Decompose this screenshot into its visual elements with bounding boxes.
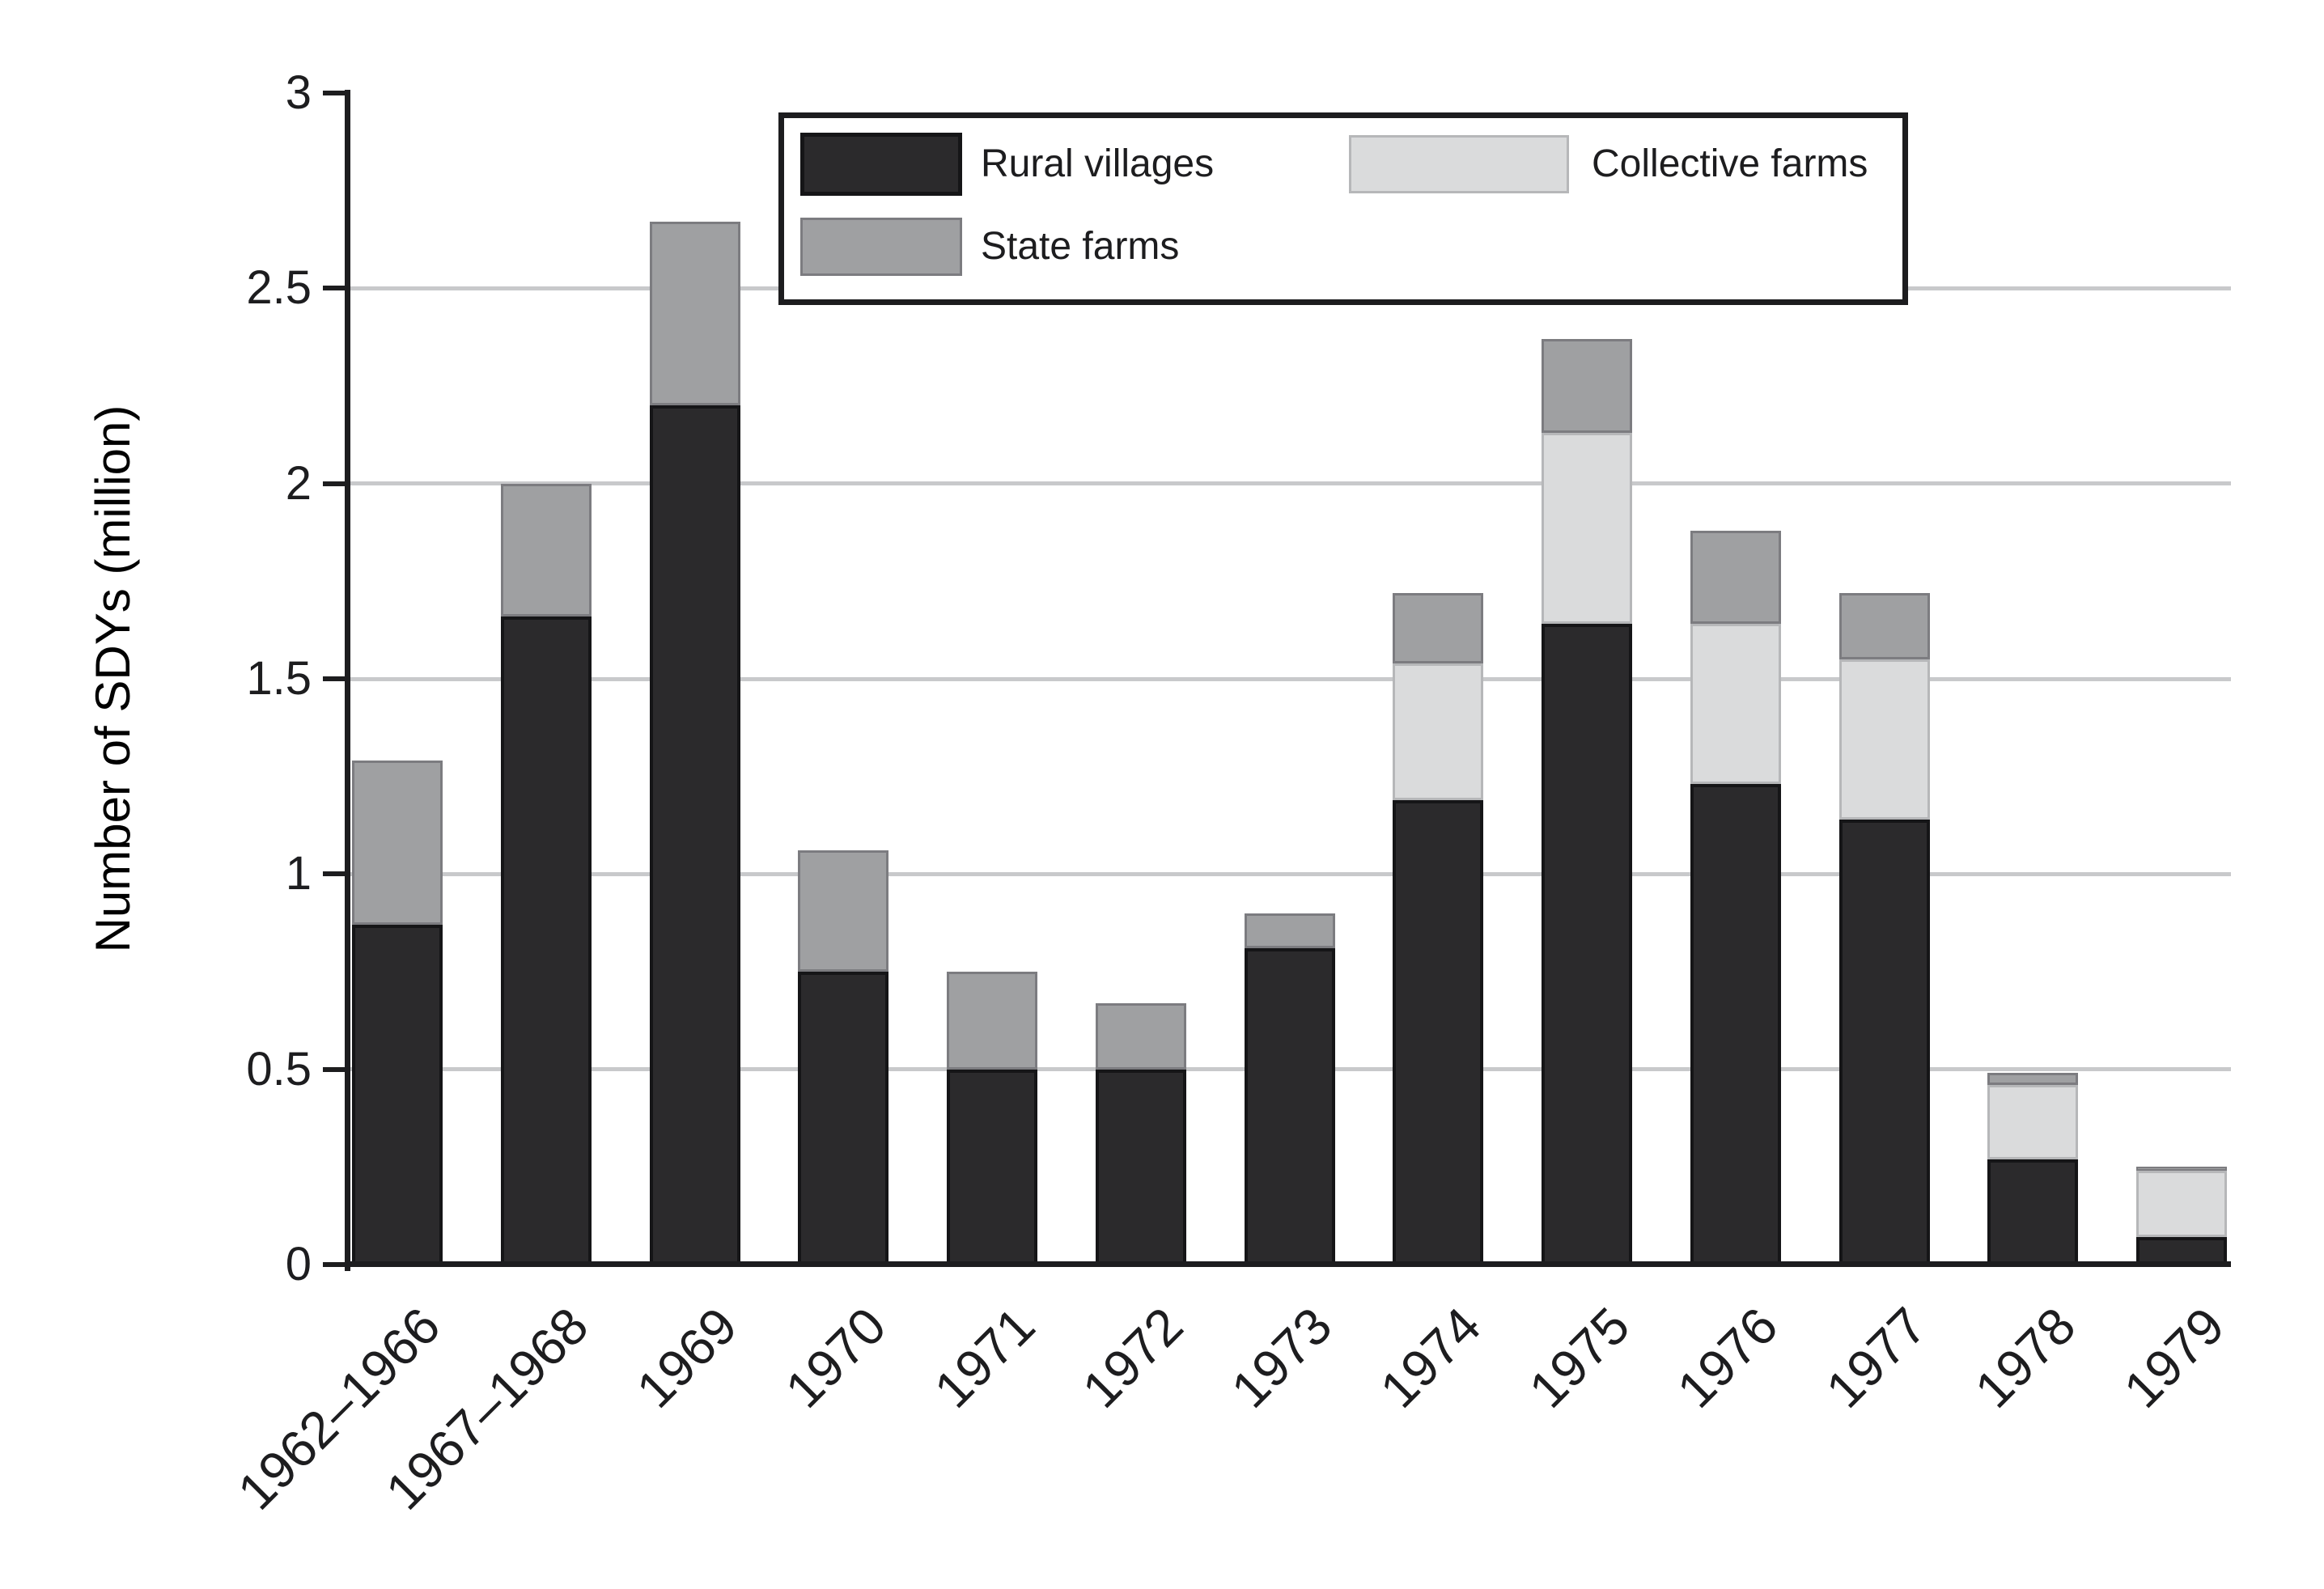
y-tick-mark bbox=[323, 1066, 346, 1072]
bar-segment-collective-farms bbox=[1542, 432, 1632, 625]
bar-segment-state-farms bbox=[1393, 592, 1484, 663]
y-tick-mark bbox=[323, 91, 346, 95]
gridline bbox=[348, 676, 2231, 681]
y-tick-label: 2.5 bbox=[246, 261, 312, 315]
bar-segment-state-farms bbox=[352, 761, 443, 926]
x-axis-label: 1978 bbox=[1963, 1296, 2087, 1419]
bar-segment-collective-farms bbox=[1838, 659, 1930, 820]
y-tick-mark bbox=[323, 676, 346, 681]
bar-segment-rural-villages bbox=[1244, 948, 1335, 1265]
x-axis-label: 1972 bbox=[1071, 1296, 1194, 1419]
bar-segment-state-farms bbox=[798, 850, 889, 972]
x-axis-label: 1974 bbox=[1368, 1296, 1492, 1419]
bar-segment-state-farms bbox=[1987, 1073, 2079, 1085]
bar-segment-state-farms bbox=[649, 222, 740, 406]
y-tick-label: 3 bbox=[285, 66, 312, 119]
bar-segment-rural-villages bbox=[1690, 784, 1781, 1265]
bar-segment-rural-villages bbox=[1838, 819, 1930, 1265]
bar-segment-collective-farms bbox=[1690, 624, 1781, 785]
y-tick-mark bbox=[323, 481, 346, 486]
x-axis-label: 1969 bbox=[625, 1296, 749, 1419]
bar-segment-rural-villages bbox=[649, 405, 740, 1265]
bar-segment-state-farms bbox=[1838, 592, 1930, 659]
y-tick-mark bbox=[323, 286, 346, 291]
legend-label: State farms bbox=[981, 225, 1180, 268]
legend-item: State farms bbox=[800, 218, 1179, 276]
bar-segment-state-farms bbox=[1244, 913, 1335, 949]
bar-segment-collective-farms bbox=[1987, 1084, 2079, 1159]
y-tick-label: 0 bbox=[285, 1238, 312, 1290]
plot-area: 1962–1966 1967–1968 1969 1970 1971 1972 1973 19… bbox=[227, 70, 2235, 1521]
x-axis-label: 1976 bbox=[1666, 1296, 1789, 1419]
bar-segment-state-farms bbox=[1542, 339, 1632, 433]
bar-segment-state-farms bbox=[947, 972, 1037, 1070]
legend-swatch-rural-villages bbox=[800, 133, 962, 196]
bar-segment-collective-farms bbox=[1393, 663, 1484, 800]
y-tick-label: 2 bbox=[285, 456, 312, 510]
bar-segment-state-farms bbox=[2136, 1167, 2227, 1172]
legend-label: Collective farms bbox=[1592, 142, 1868, 185]
bar-segment-rural-villages bbox=[1987, 1159, 2079, 1265]
bar-segment-rural-villages bbox=[1542, 624, 1632, 1265]
bar-segment-rural-villages bbox=[1095, 1069, 1186, 1265]
y-tick-label: 0.5 bbox=[246, 1042, 312, 1095]
bar-segment-rural-villages bbox=[500, 616, 592, 1265]
legend-swatch-collective-farms bbox=[1349, 135, 1569, 193]
x-axis-line bbox=[345, 1261, 2231, 1267]
y-tick-mark bbox=[323, 871, 346, 877]
x-axis-label: 1973 bbox=[1219, 1296, 1343, 1419]
bar-segment-rural-villages bbox=[798, 972, 889, 1265]
x-axis-label: 1971 bbox=[922, 1296, 1046, 1419]
y-tick-label: 1 bbox=[285, 847, 312, 900]
y-axis-line bbox=[345, 90, 350, 1271]
bar-segment-collective-farms bbox=[2136, 1171, 2227, 1238]
bar-segment-rural-villages bbox=[947, 1069, 1037, 1265]
bar-segment-state-farms bbox=[1690, 530, 1781, 625]
legend-label: Rural villages bbox=[981, 142, 1215, 185]
x-axis-label: 1970 bbox=[774, 1296, 897, 1419]
x-axis-label: 1975 bbox=[1517, 1296, 1641, 1419]
bar-segment-rural-villages bbox=[352, 925, 443, 1265]
bar-segment-state-farms bbox=[1095, 1002, 1186, 1070]
gridline bbox=[348, 481, 2231, 486]
x-axis-label: 1979 bbox=[2112, 1296, 2236, 1419]
bar-segment-rural-villages bbox=[1393, 799, 1484, 1265]
legend-item: Collective farms bbox=[1349, 135, 1868, 193]
gridline bbox=[348, 871, 2231, 876]
legend-swatch-state-farms bbox=[800, 218, 962, 276]
bar-segment-rural-villages bbox=[2136, 1237, 2227, 1265]
bar-segment-state-farms bbox=[500, 483, 592, 617]
x-axis-label: 1977 bbox=[1814, 1296, 1938, 1419]
y-tick-mark bbox=[323, 1262, 346, 1267]
legend: Rural villages Collective farms State farm… bbox=[778, 112, 1908, 305]
legend-item: Rural villages bbox=[800, 133, 1214, 196]
y-tick-label: 1.5 bbox=[246, 652, 312, 705]
